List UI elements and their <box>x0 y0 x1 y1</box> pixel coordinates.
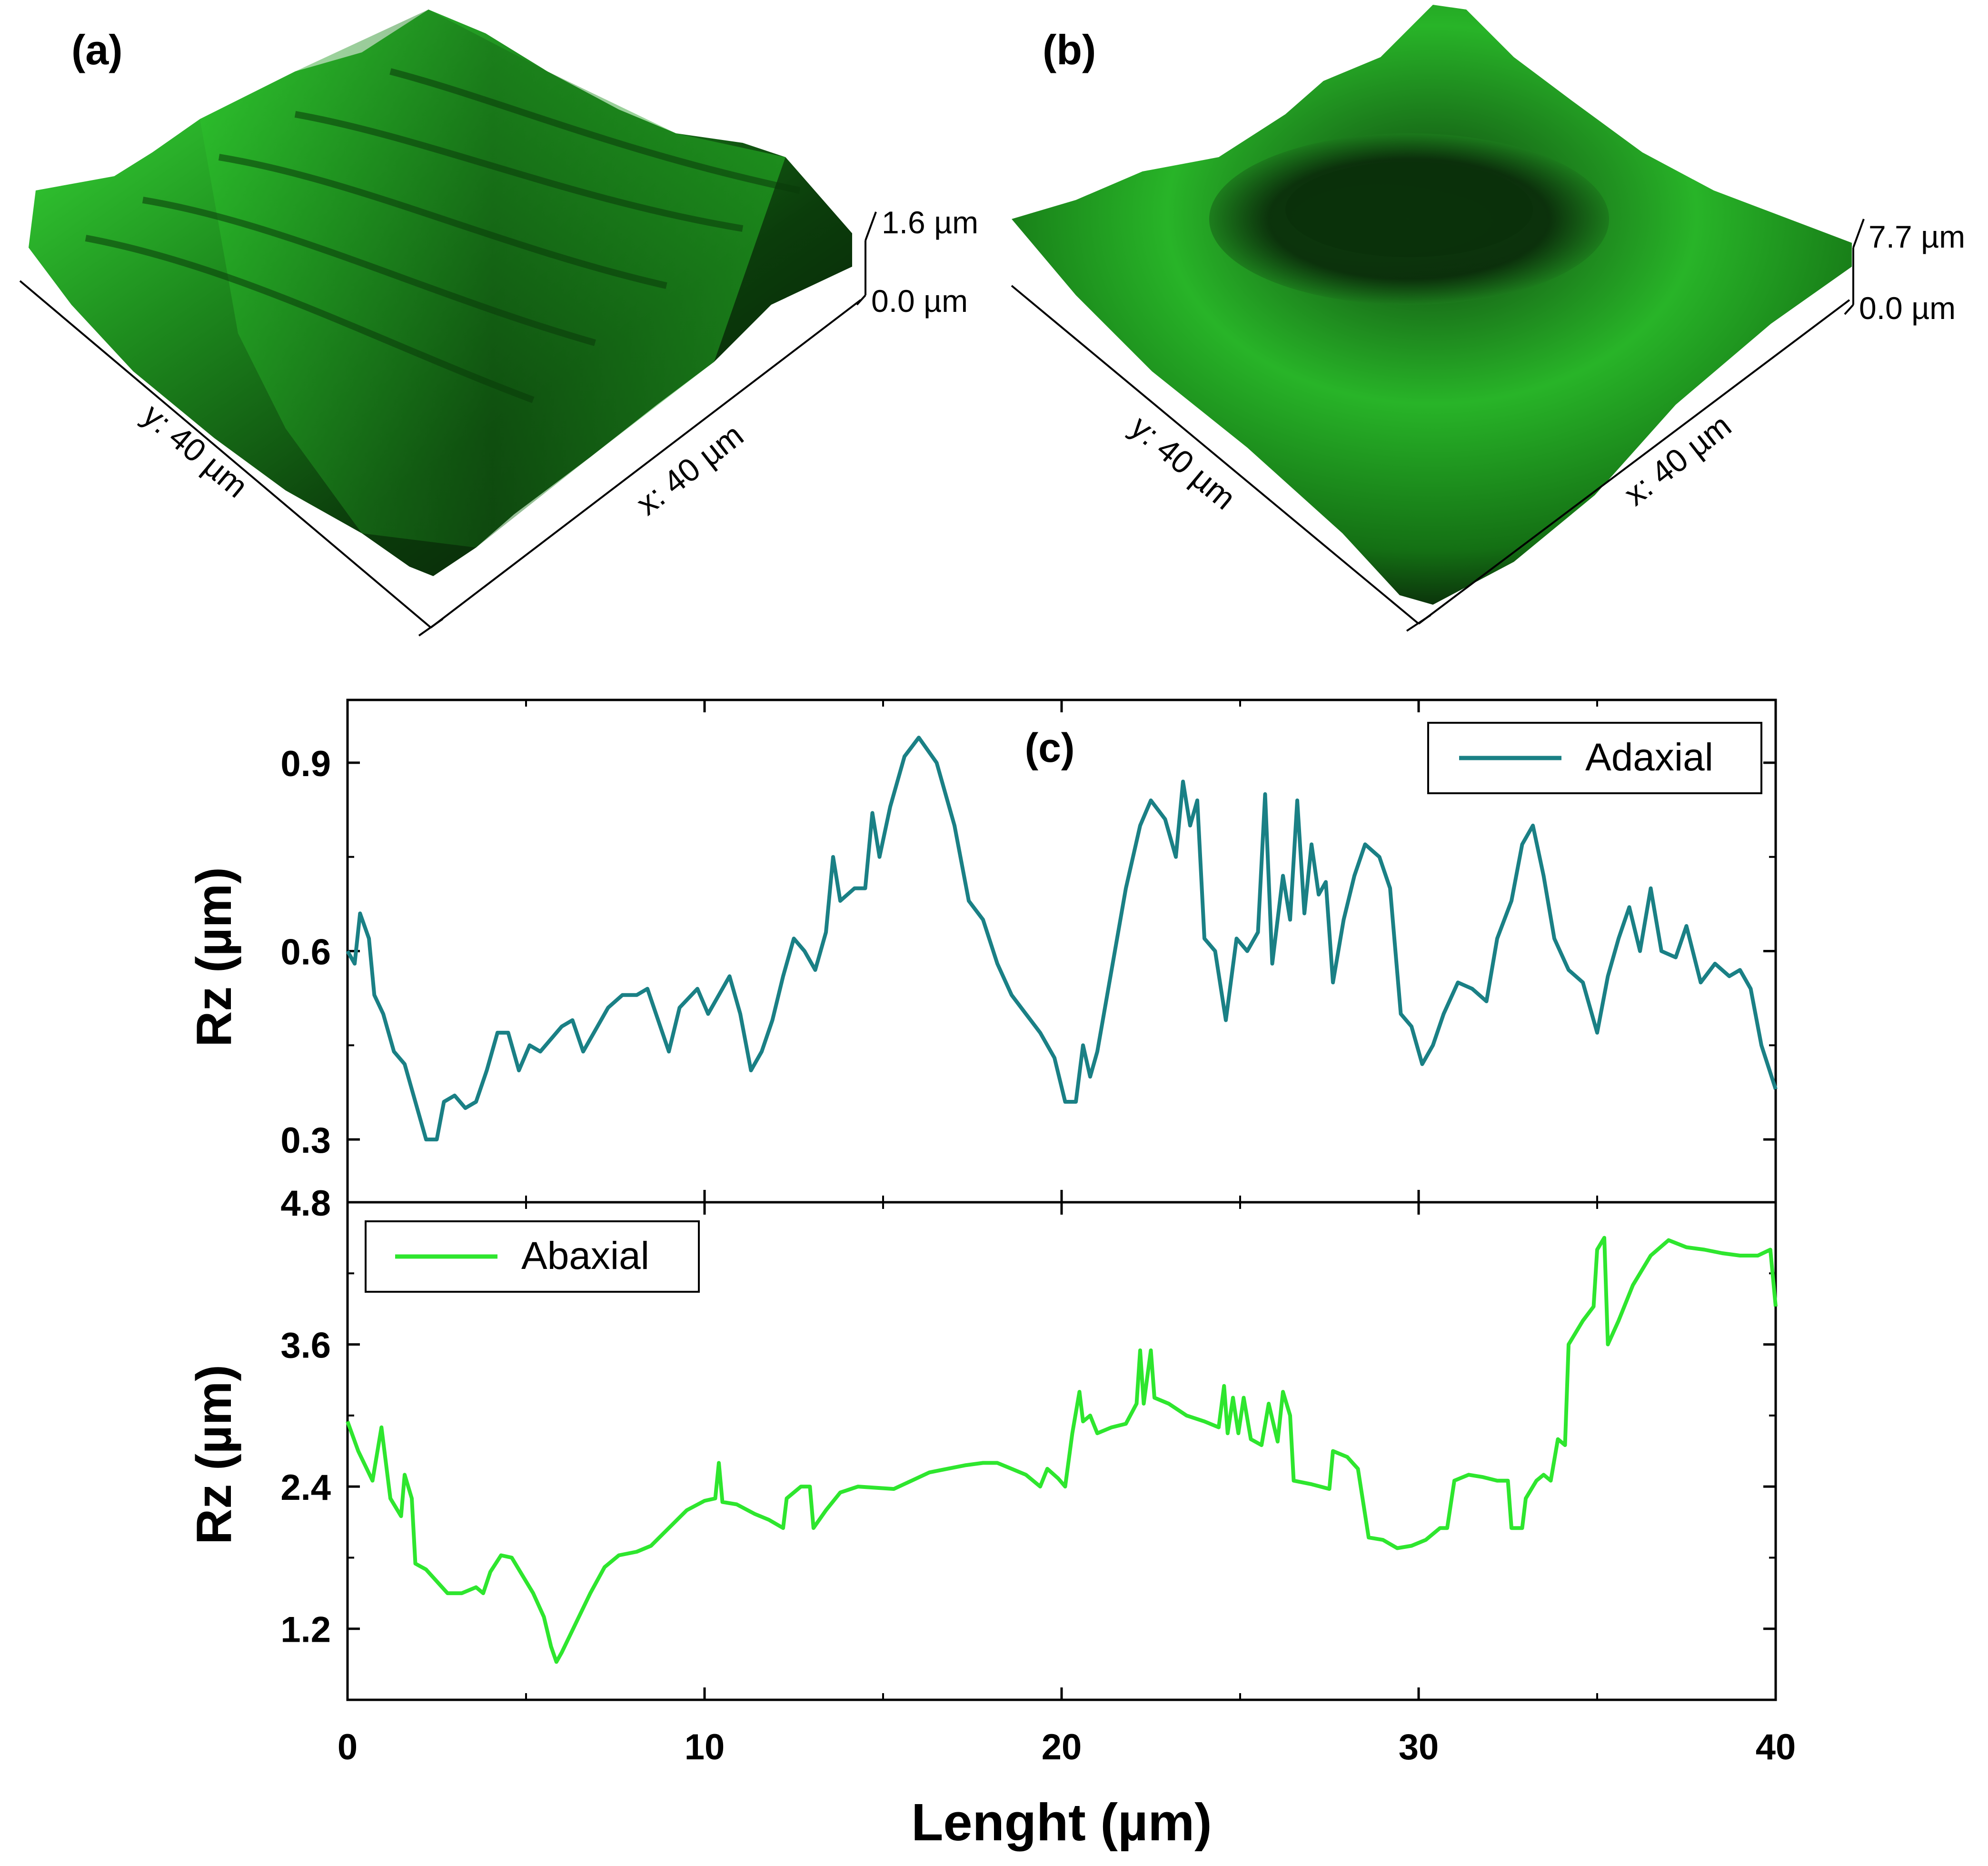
ridge-line <box>142 197 596 346</box>
z-axis-tick <box>856 294 866 306</box>
x-tick-label: 30 <box>1399 1727 1439 1767</box>
panel-b-z-axis <box>1844 219 1865 315</box>
legend-adaxial: Adaxial <box>1427 722 1762 794</box>
y-axis-title-abaxial: Rz (µm) <box>187 1365 242 1545</box>
panel-c-chart: 0.3 0.6 0.9 1.2 2.4 3.6 4.8 0 10 20 30 40 (c) Adaxi… <box>187 699 1796 1852</box>
series-line-adaxial <box>346 736 1778 1142</box>
axis-corner-tick <box>1406 614 1431 632</box>
x-tick-label: 40 <box>1756 1727 1796 1767</box>
axis-ticks <box>346 700 1777 1700</box>
ridge-line <box>218 154 667 289</box>
y-axis-title-text: Rz (µm) <box>187 1365 242 1545</box>
panel-a-label: (a) <box>71 26 123 73</box>
panel-c-label: (c) <box>1024 725 1074 771</box>
panel-a-x-axis-label: x: 40 µm <box>629 417 750 522</box>
ridge-line <box>85 235 535 403</box>
x-axis-line <box>1418 299 1850 625</box>
panel-a-z-min: 0.0 µm <box>871 283 968 319</box>
panel-b-surface <box>1012 5 1852 605</box>
y-tick-label: 2.4 <box>280 1467 331 1508</box>
panel-a-ridges <box>85 68 801 403</box>
legend-label-abaxial: Abaxial <box>521 1234 649 1277</box>
y-tick-label: 0.3 <box>280 1120 331 1161</box>
panel-b-z-min: 0.0 µm <box>1859 290 1956 326</box>
x-tick-label: 10 <box>685 1727 725 1767</box>
panel-b-base-axes <box>1011 285 1850 632</box>
y-tick-label: 3.6 <box>280 1326 331 1366</box>
series-lines <box>346 736 1778 1664</box>
y-axis-title-text: Rz (µm) <box>187 867 242 1047</box>
x-axis-line <box>430 299 862 629</box>
axis-tick-labels: 0.3 0.6 0.9 1.2 2.4 3.6 4.8 0 10 20 30 40 <box>280 744 1796 1767</box>
panel-b-z-max: 7.7 µm <box>1869 219 1965 254</box>
panel-b-surface-plot: (b) 7.7 µm 0.0 µm y: 40 µm x: 40 µm <box>1011 5 1965 632</box>
y-axis-title-adaxial: Rz (µm) <box>187 867 242 1047</box>
y-axis-line <box>1011 285 1420 625</box>
ridge-line <box>389 68 801 194</box>
panel-a-z-max: 1.6 µm <box>882 205 978 240</box>
legend-label-adaxial: Adaxial <box>1585 736 1713 779</box>
y-tick-label: 0.9 <box>280 744 331 784</box>
x-tick-label: 0 <box>338 1727 358 1767</box>
panel-a-surface-plot: (a) 1.6 µm 0.0 µm y: 40 µm x: 40 µm <box>19 10 978 637</box>
y-tick-label: 0.6 <box>280 932 331 973</box>
y-axis-line <box>19 280 432 629</box>
panel-b-ring-inner <box>1285 162 1533 257</box>
z-axis-tick <box>1852 219 1865 248</box>
y-tick-label: 1.2 <box>280 1610 331 1650</box>
panel-a-z-axis <box>856 211 877 306</box>
ridge-line <box>294 111 744 232</box>
y-tick-label: 4.8 <box>280 1183 331 1224</box>
series-line-abaxial <box>346 1236 1778 1664</box>
axis-corner-tick <box>418 618 444 637</box>
z-axis-tick <box>865 211 877 241</box>
x-tick-label: 20 <box>1042 1727 1082 1767</box>
x-axis-title: Lenght (µm) <box>911 1793 1212 1852</box>
z-axis-tick <box>1844 304 1854 315</box>
panel-b-label: (b) <box>1043 26 1096 73</box>
legend-abaxial: Abaxial <box>365 1220 700 1293</box>
panel-a-ridge-shading <box>200 10 785 548</box>
panel-a-base-axes <box>19 280 862 637</box>
